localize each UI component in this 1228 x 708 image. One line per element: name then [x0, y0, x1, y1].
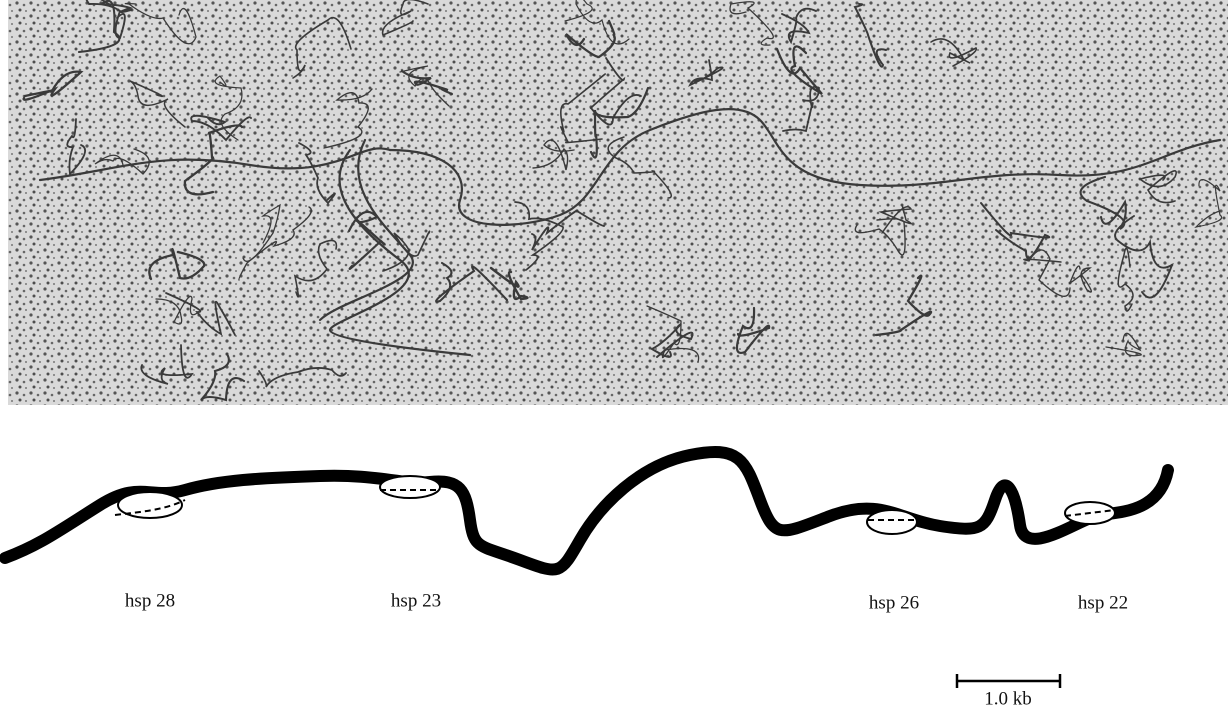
dna-strand — [1114, 215, 1174, 299]
gene-label: hsp 23 — [391, 590, 441, 611]
tracing — [0, 446, 1174, 576]
dna-strand — [531, 209, 605, 251]
dna-strand — [564, 0, 630, 45]
dna-trace — [0, 446, 1174, 576]
dna-strand — [124, 2, 197, 45]
dna-strand — [1138, 170, 1177, 204]
micrograph — [8, 0, 1228, 405]
dna-strand — [775, 45, 823, 95]
dna-strand — [649, 323, 694, 358]
dna-strand — [140, 344, 194, 385]
dna-strand — [489, 266, 529, 301]
loop — [866, 509, 918, 535]
dna-strand — [399, 65, 450, 107]
dna-strand — [381, 0, 429, 37]
micrograph-background — [8, 0, 1228, 405]
dna-strand — [1194, 179, 1223, 228]
dna-strand — [165, 292, 236, 336]
dna-strand — [148, 248, 206, 281]
dna-strand — [1079, 175, 1127, 230]
dna-strand — [1068, 265, 1093, 293]
dna-strand — [874, 274, 933, 337]
loop — [117, 491, 183, 519]
dna-strand — [382, 230, 431, 272]
dna-strand — [1117, 247, 1134, 312]
dna-strand — [853, 3, 887, 68]
dna-strand — [94, 148, 150, 175]
dna-strand — [589, 86, 650, 159]
dna-strand — [22, 70, 84, 101]
dna-strand — [589, 57, 642, 126]
dna-strand — [293, 239, 338, 298]
dna-strand — [129, 80, 186, 128]
dna-strand — [729, 1, 774, 46]
dna-strand — [781, 7, 817, 45]
dna-strand — [292, 16, 352, 79]
dna-strand — [980, 202, 1051, 260]
dna-strand — [688, 59, 724, 87]
dna-strand — [258, 367, 347, 388]
dna-strand — [238, 206, 313, 281]
dna-strand — [435, 261, 509, 303]
dna-strand — [1105, 332, 1142, 357]
dna-strand — [560, 73, 606, 144]
dna-strand — [854, 218, 906, 256]
loop — [379, 475, 441, 499]
dna-strand — [347, 210, 386, 271]
loops — [117, 475, 1116, 535]
dna-strand — [85, 0, 126, 40]
scale-bar-label: 1.0 kb — [984, 688, 1032, 708]
scale-bar — [955, 674, 1062, 688]
gene-label: hsp 22 — [1078, 592, 1128, 613]
dna-strand — [532, 139, 575, 171]
dna-strand — [190, 114, 252, 142]
dna-strand — [514, 201, 564, 271]
dna-strand — [66, 118, 86, 176]
dna-strand — [200, 352, 246, 402]
dna-strand — [323, 88, 373, 149]
dna-strand — [242, 203, 281, 262]
dna-strand — [77, 0, 134, 54]
dna-strand — [930, 38, 978, 67]
dna-strand — [607, 136, 672, 199]
gene-label: hsp 26 — [869, 592, 919, 613]
dna-strand — [735, 306, 771, 354]
gene-label: hsp 28 — [125, 590, 175, 611]
dna-strand — [878, 205, 913, 234]
dna-strand — [298, 142, 336, 205]
loop-dashes — [114, 489, 1116, 521]
dna-strand — [1023, 249, 1071, 297]
dna-strands — [22, 0, 1223, 402]
dna-strand — [155, 295, 204, 325]
dna-strand — [564, 19, 616, 59]
dna-strand — [782, 86, 820, 133]
